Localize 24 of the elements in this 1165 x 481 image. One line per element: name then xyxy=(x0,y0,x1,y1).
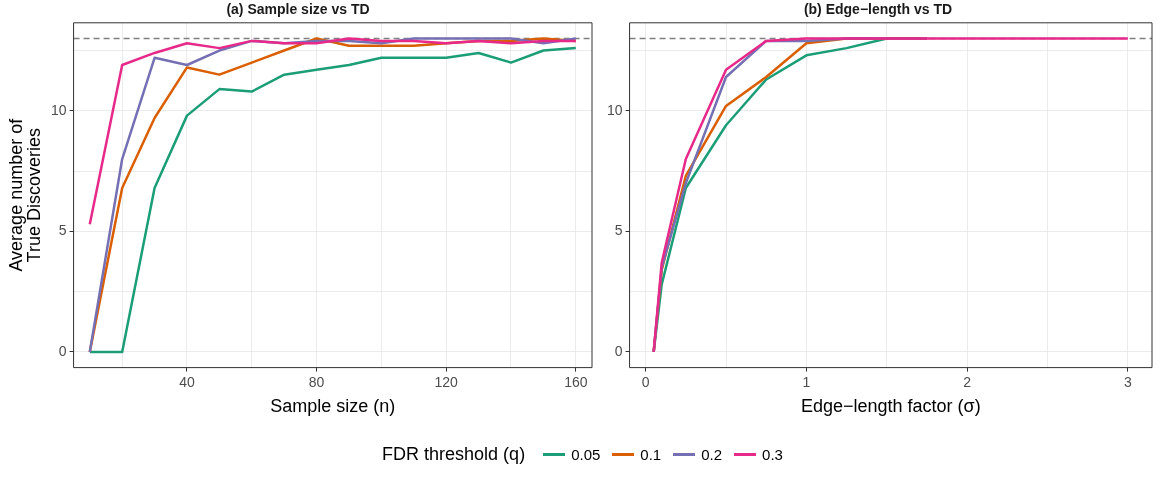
x-tick-label: 160 xyxy=(564,373,588,390)
x-axis-title: Sample size (n) xyxy=(270,396,396,417)
chart-title: (a) Sample size vs TD xyxy=(226,1,370,18)
y-tick-label: 5 xyxy=(58,222,67,239)
legend-label: 0.3 xyxy=(762,446,783,463)
y-axis-title: Average number of True Discoveries xyxy=(5,117,44,272)
y-tick-label: 10 xyxy=(606,101,623,118)
legend-label: 0.2 xyxy=(701,446,723,463)
chart-title: (b) Edge−length vs TD xyxy=(803,1,953,18)
x-tick-label: 120 xyxy=(434,373,459,390)
x-tick-label: 1 xyxy=(802,373,811,390)
y-tick-label: 0 xyxy=(58,342,67,359)
x-tick-label: 40 xyxy=(179,373,195,390)
y-tick-label: 5 xyxy=(614,222,623,239)
legend-title: FDR threshold (q) xyxy=(382,444,526,465)
y-tick-label: 10 xyxy=(50,101,67,118)
y-tick-label: 0 xyxy=(614,342,623,359)
x-tick-label: 0 xyxy=(641,373,650,390)
x-tick-label: 3 xyxy=(1123,373,1132,390)
legend-label: 0.1 xyxy=(640,446,662,463)
x-tick-label: 80 xyxy=(308,373,325,390)
x-axis-title: Edge−length factor (σ) xyxy=(800,396,981,417)
x-tick-label: 2 xyxy=(963,373,972,390)
legend-label: 0.05 xyxy=(571,446,601,463)
